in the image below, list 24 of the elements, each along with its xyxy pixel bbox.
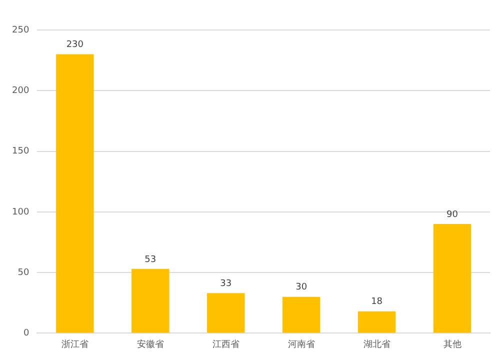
bar [433, 224, 472, 333]
data-label: 30 [296, 282, 308, 293]
y-tick-label: 50 [18, 268, 30, 278]
x-tick-label: 江西省 [212, 338, 240, 350]
y-tick-label: 150 [12, 146, 30, 157]
data-label: 230 [66, 40, 84, 50]
y-tick-label: 100 [12, 207, 30, 218]
y-tick-label: 250 [12, 25, 30, 36]
bar [358, 311, 396, 333]
bar [56, 54, 94, 333]
y-tick-label: 0 [23, 328, 30, 339]
x-tick-label: 湖北省 [363, 338, 390, 350]
x-tick-label: 其他 [443, 338, 462, 350]
data-label: 90 [446, 210, 458, 220]
bar [132, 268, 170, 333]
x-tick-label: 浙江省 [61, 338, 88, 350]
x-tick-label: 安徽省 [136, 338, 164, 350]
data-label: 33 [220, 279, 232, 290]
data-label: 18 [371, 297, 383, 308]
data-label: 53 [144, 254, 156, 265]
y-tick-label: 200 [12, 86, 30, 96]
bar [206, 293, 245, 333]
bar [282, 296, 320, 333]
x-tick-label: 河南省 [288, 338, 315, 350]
